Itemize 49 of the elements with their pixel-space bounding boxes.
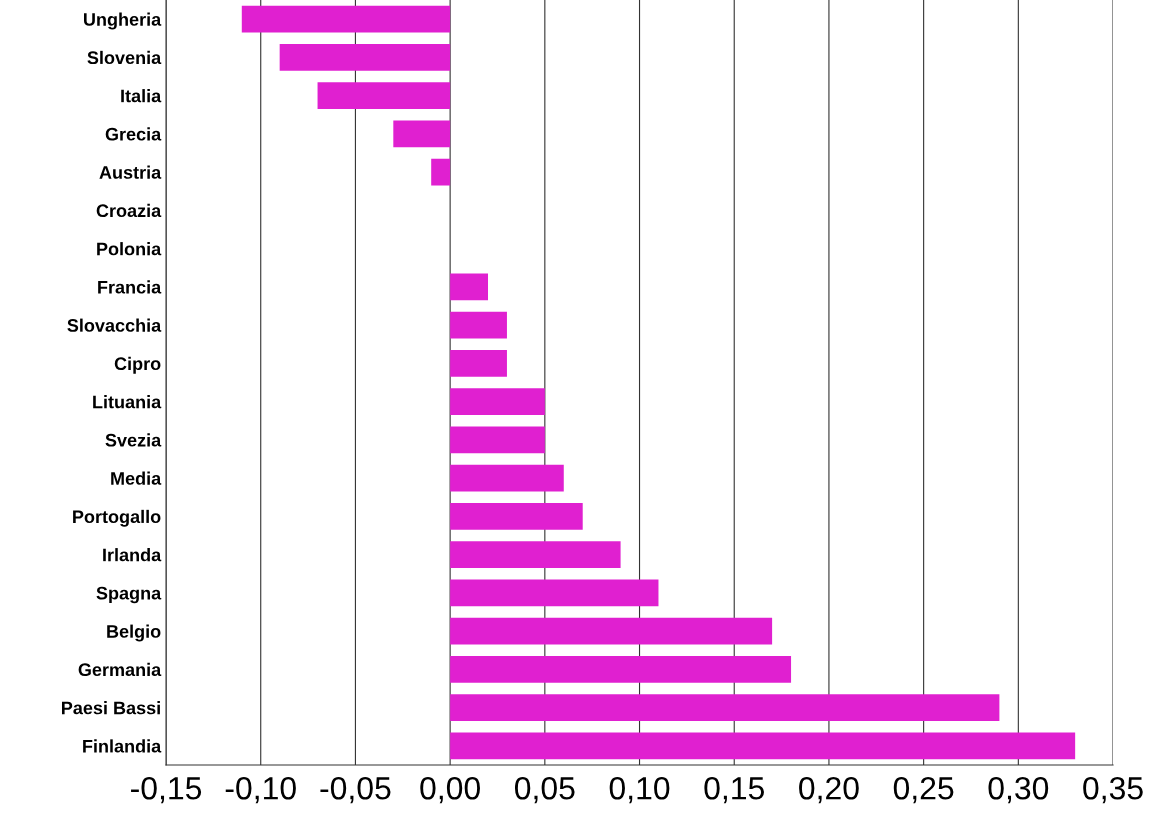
y-tick-label: Germania (78, 662, 162, 677)
bar (279, 43, 451, 71)
y-tick-label: Svezia (105, 433, 162, 447)
x-tick-label: 0,05 (515, 776, 575, 804)
x-tick-label: 0,35 (1083, 776, 1143, 804)
y-tick-label: Media (111, 471, 162, 485)
y-tick-label: Lituania (93, 395, 162, 409)
bar (450, 349, 507, 377)
bar (450, 541, 621, 569)
x-tick-label: 0,00 (420, 776, 480, 804)
x-tick-label: 0,25 (893, 776, 954, 804)
x-tick-label: 0,20 (799, 776, 859, 804)
bar (450, 426, 545, 454)
x-tick-label: -0,05 (320, 776, 391, 804)
y-tick-label: Paesi Bassi (62, 701, 160, 715)
y-tick-label: Slovenia (87, 50, 162, 65)
y-tick-label: Croazia (96, 203, 162, 218)
bar (450, 273, 489, 301)
bar (450, 617, 773, 645)
y-tick-label: Cipro (114, 356, 161, 374)
y-tick-label: Polonia (97, 242, 162, 256)
bar (317, 82, 451, 110)
y-tick-label: Irlanda (103, 548, 162, 562)
bar (450, 388, 545, 416)
bar (450, 502, 583, 530)
y-tick-label: Francia (98, 280, 162, 294)
y-tick-label: Finlandia (83, 739, 162, 753)
x-tick-label: 0,15 (704, 776, 764, 804)
y-tick-label: Ungheria (84, 12, 162, 30)
bar (431, 158, 451, 186)
y-tick-label: Italia (121, 89, 162, 103)
y-tick-label: Belgio (107, 624, 161, 642)
bar (450, 311, 507, 339)
bar (450, 464, 564, 492)
y-tick-label: Spagna (96, 586, 162, 604)
y-tick-label: Slovacchia (67, 318, 162, 332)
bar (450, 732, 1076, 760)
bar (241, 5, 451, 33)
x-tick-label: 0,10 (609, 776, 670, 804)
y-tick-label: Austria (99, 165, 162, 179)
y-tick-label: Grecia (105, 127, 162, 141)
bar (393, 120, 451, 148)
bar (450, 694, 1000, 722)
x-tick-label: -0,10 (225, 776, 296, 804)
x-tick-label: 0,30 (988, 776, 1049, 804)
bar (450, 579, 659, 607)
x-tick-label: -0,15 (131, 776, 202, 804)
y-tick-label: Portogallo (73, 509, 161, 527)
bar (450, 655, 792, 683)
